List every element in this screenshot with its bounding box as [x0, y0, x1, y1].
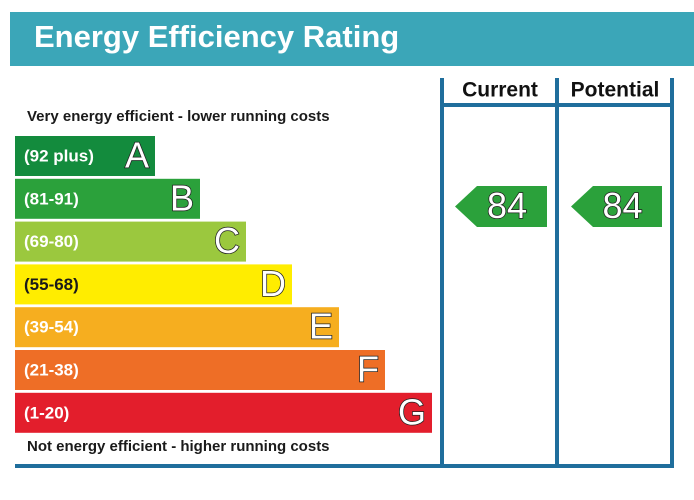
- band-letter: C: [214, 220, 240, 261]
- title: Energy Efficiency Rating: [34, 19, 399, 54]
- column-header: Current: [462, 79, 538, 102]
- band: [15, 136, 155, 176]
- frame: [15, 78, 674, 468]
- title-bar: [10, 12, 694, 66]
- band: [15, 264, 292, 305]
- band: [15, 221, 246, 262]
- band: [15, 178, 200, 219]
- band: [15, 307, 339, 348]
- band-letter: B: [170, 177, 194, 218]
- rating-value: 84: [602, 185, 642, 226]
- band-letter: G: [398, 391, 426, 432]
- rating-arrow: [455, 186, 547, 227]
- top-note: Very energy efficient - lower running co…: [27, 108, 330, 125]
- band-range: (81-91): [24, 189, 79, 208]
- band-range: (92 plus): [24, 146, 94, 165]
- bottom-note: Not energy efficient - higher running co…: [27, 438, 330, 455]
- band-range: (69-80): [24, 232, 79, 251]
- band-letter: D: [260, 263, 286, 304]
- band-letter: A: [125, 135, 149, 176]
- band: [15, 392, 432, 433]
- rating-value: 84: [487, 185, 527, 226]
- band-letter: F: [357, 349, 379, 390]
- band: [15, 350, 385, 390]
- column-header: Potential: [571, 79, 660, 102]
- band-range: (21-38): [24, 360, 79, 379]
- band-range: (39-54): [24, 318, 79, 337]
- band-letter: E: [309, 306, 333, 347]
- rating-arrow: [571, 186, 662, 227]
- band-range: (55-68): [24, 275, 79, 294]
- band-range: (1-20): [24, 403, 69, 422]
